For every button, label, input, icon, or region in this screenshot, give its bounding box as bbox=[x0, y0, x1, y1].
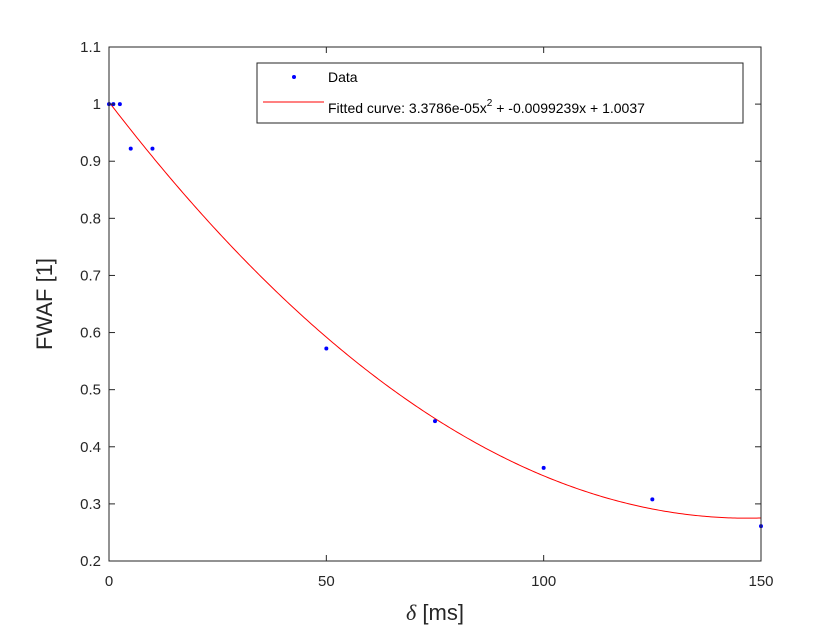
legend-data-marker bbox=[292, 75, 296, 79]
x-tick-label: 0 bbox=[105, 573, 113, 590]
y-tick-label: 0.9 bbox=[80, 153, 101, 170]
y-tick-label: 0.8 bbox=[80, 210, 101, 227]
data-point bbox=[541, 465, 546, 470]
legend-data-label: Data bbox=[328, 69, 358, 85]
plot-area bbox=[109, 47, 761, 561]
y-tick-label: 1.1 bbox=[80, 39, 101, 56]
legend: Data Fitted curve: 3.3786e-05x2 + -0.009… bbox=[256, 62, 744, 124]
y-tick-label: 0.4 bbox=[80, 439, 101, 456]
y-tick-label: 0.6 bbox=[80, 325, 101, 342]
data-point bbox=[324, 346, 329, 351]
data-point bbox=[150, 146, 155, 151]
x-tick-label: 150 bbox=[748, 573, 773, 590]
legend-fit-label: Fitted curve: 3.3786e-05x2 + -0.0099239x… bbox=[328, 98, 645, 116]
legend-box bbox=[256, 62, 744, 124]
fit-layer bbox=[108, 101, 762, 519]
data-points bbox=[107, 102, 763, 529]
y-tick-label: 0.5 bbox=[80, 382, 101, 399]
y-tick-label: 1 bbox=[93, 96, 101, 113]
y-tick-label: 0.3 bbox=[80, 496, 101, 513]
y-tick-label: 0.2 bbox=[80, 553, 101, 570]
data-point bbox=[650, 497, 655, 502]
data-point bbox=[117, 102, 122, 107]
y-axis-label: FWAF [1] bbox=[32, 258, 57, 350]
y-tick-label: 0.7 bbox=[80, 267, 101, 284]
x-tick-label: 50 bbox=[318, 573, 335, 590]
data-point bbox=[433, 419, 437, 424]
axes-box bbox=[108, 46, 762, 562]
x-axis-label: δ [ms] bbox=[406, 600, 464, 625]
fitted-curve-line bbox=[108, 101, 762, 519]
axis-ticks: 0 50 100 150 0.2 0.3 0.4 0.5 0.6 0.7 0.8 0.9 1 1.1 bbox=[80, 39, 773, 590]
data-point bbox=[128, 146, 133, 151]
x-tick-label: 100 bbox=[531, 573, 556, 590]
